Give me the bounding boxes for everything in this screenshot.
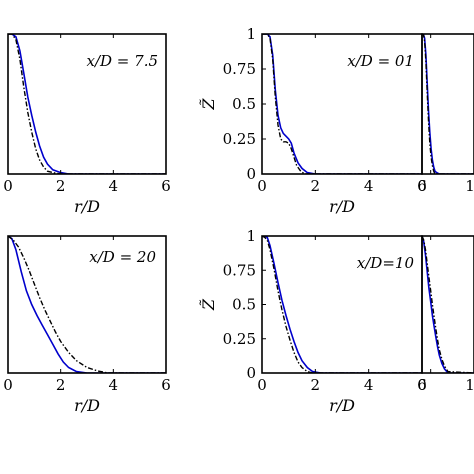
x-axis-label: r/D: [329, 396, 355, 415]
x-axis-label: r/D: [74, 197, 100, 216]
x-tick-label: 0: [3, 177, 13, 195]
x-tick-label: 4: [364, 177, 374, 195]
axes-frame: [7, 235, 167, 374]
panel-annotation: x/D = 01: [347, 52, 414, 70]
axes-frame: [421, 33, 474, 175]
x-tick-label: 6: [161, 376, 171, 394]
y-tick-label: 0.25: [223, 330, 256, 348]
x-tick-label: 6: [417, 177, 427, 195]
y-axis-label: Z̃: [199, 98, 218, 111]
x-tick-label: 2: [311, 376, 321, 394]
x-tick-label: 4: [109, 177, 119, 195]
series-solid-line: [262, 236, 422, 373]
series-dashdot-line: [262, 34, 422, 174]
series-solid-line: [8, 34, 166, 174]
panel-1: 0 2 4 6 r/D x/D = 7.5: [3, 33, 171, 216]
y-tick-label: 1: [246, 25, 256, 43]
y-tick-label: 0.75: [223, 60, 256, 78]
series-dashdot-line: [8, 236, 166, 373]
panel-4: 0 2 4 6 r/D x/D = 20: [3, 235, 171, 415]
x-tick-label: 0: [417, 376, 427, 394]
x-tick-label: 6: [417, 376, 427, 394]
x-axis-label: r/D: [74, 396, 100, 415]
axes-frame: [421, 235, 474, 374]
series-dashdot-line: [422, 34, 474, 174]
x-tick-label: 0: [257, 177, 267, 195]
y-tick-label: 0.25: [223, 130, 256, 148]
x-tick-label: 4: [364, 376, 374, 394]
y-tick-label: 0.75: [223, 261, 256, 279]
y-tick-label: 0.5: [232, 95, 256, 113]
y-axis-label: Z̃: [199, 298, 218, 311]
series-dashdot-line: [422, 236, 474, 373]
panel-annotation: x/D=10: [357, 254, 415, 272]
panel-annotation: x/D = 20: [89, 248, 156, 266]
x-tick-label: 2: [56, 177, 66, 195]
x-tick-label: 0: [3, 376, 13, 394]
series-solid-line: [422, 34, 474, 174]
x-tick-label: 6: [161, 177, 171, 195]
x-tick-label: 2: [311, 177, 321, 195]
y-tick-label: 0.5: [232, 296, 256, 314]
x-axis-label: r/D: [329, 197, 355, 216]
y-tick-label: 0: [246, 165, 256, 183]
series-dashdot-line: [8, 34, 166, 174]
x-tick-label: 0: [417, 177, 427, 195]
x-tick-label: 1: [465, 177, 474, 195]
y-tick-label: 0: [246, 364, 256, 382]
axes-frame: [7, 33, 167, 175]
x-tick-label: 0: [257, 376, 267, 394]
y-tick-label: 1: [246, 227, 256, 245]
series-dashdot-line: [262, 236, 422, 373]
x-tick-label: 1: [465, 376, 474, 394]
x-tick-label: 2: [56, 376, 66, 394]
panel-annotation: x/D = 7.5: [87, 52, 159, 70]
series-solid-line: [8, 236, 166, 373]
series-solid-line: [422, 236, 474, 373]
x-tick-label: 4: [109, 376, 119, 394]
